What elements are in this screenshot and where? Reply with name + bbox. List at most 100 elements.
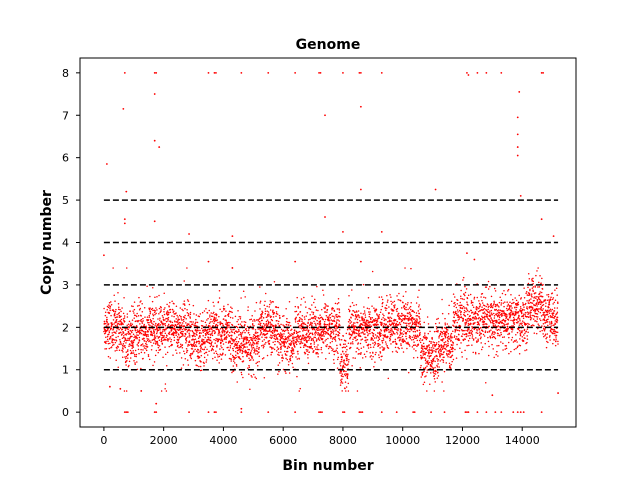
data-point [418, 329, 421, 331]
data-point [548, 321, 551, 323]
data-point [380, 359, 382, 361]
data-point [364, 312, 366, 314]
data-point [334, 350, 336, 353]
data-point [206, 319, 208, 321]
data-point [348, 358, 350, 361]
data-point [406, 330, 409, 332]
data-point [311, 322, 314, 324]
data-point [123, 317, 126, 319]
data-point [167, 340, 169, 342]
data-point [493, 287, 496, 290]
data-point [486, 309, 488, 312]
data-point [106, 338, 109, 341]
data-point [179, 307, 182, 309]
data-point [308, 329, 310, 332]
data-point [413, 328, 416, 330]
data-point [244, 324, 246, 326]
data-point [127, 328, 129, 331]
data-point [133, 336, 135, 339]
data-point [393, 305, 395, 307]
data-point [242, 343, 244, 346]
data-point [132, 344, 134, 346]
data-point [277, 348, 280, 350]
data-point [231, 334, 233, 336]
data-point [205, 334, 207, 336]
data-point [114, 321, 117, 324]
data-point [438, 353, 441, 355]
data-point [156, 328, 159, 330]
data-point [494, 337, 497, 340]
data-point [221, 310, 223, 313]
data-point [499, 296, 501, 299]
data-point [238, 330, 240, 332]
data-point [304, 338, 307, 341]
data-point [334, 340, 337, 342]
data-point [275, 311, 278, 313]
data-point [515, 321, 518, 324]
data-point [404, 267, 406, 269]
data-point [292, 333, 294, 336]
data-point [114, 310, 117, 313]
data-point [547, 293, 550, 296]
data-point [393, 322, 395, 324]
data-point [325, 345, 328, 348]
data-point [437, 317, 439, 320]
data-point [495, 314, 498, 316]
data-point [208, 309, 211, 312]
data-point [231, 311, 233, 314]
data-point [147, 321, 149, 324]
data-point [134, 355, 136, 357]
data-point [267, 315, 269, 317]
data-point [329, 333, 331, 336]
data-point [356, 347, 359, 349]
data-point [521, 324, 524, 327]
data-point [200, 369, 203, 371]
data-point [258, 346, 260, 349]
data-point [239, 331, 242, 334]
data-point [454, 301, 456, 304]
data-point [414, 321, 416, 324]
data-point [480, 332, 483, 335]
data-point [355, 335, 357, 338]
data-point [319, 323, 322, 325]
data-point [457, 314, 459, 316]
data-point [119, 339, 121, 341]
data-point [534, 304, 537, 307]
data-point [324, 306, 327, 308]
data-point [207, 299, 210, 302]
data-point [419, 308, 422, 310]
data-point [152, 338, 155, 341]
data-point [516, 341, 518, 343]
data-point [272, 311, 274, 314]
data-point [518, 294, 520, 297]
data-point [147, 319, 150, 322]
data-point [461, 307, 464, 310]
data-point [124, 329, 127, 332]
data-point [261, 319, 263, 322]
data-point [403, 330, 405, 332]
data-point [372, 335, 375, 338]
data-point [214, 342, 216, 344]
data-point [542, 308, 544, 310]
data-point [112, 308, 114, 311]
data-point [278, 354, 280, 357]
data-point [315, 316, 317, 318]
data-point [482, 323, 484, 325]
data-point [141, 311, 144, 313]
data-point [200, 361, 202, 363]
data-point [437, 347, 440, 350]
data-point [419, 331, 421, 334]
data-point [521, 320, 524, 322]
data-point [546, 336, 548, 339]
data-point [359, 342, 362, 345]
data-point [406, 322, 408, 324]
data-point [176, 352, 178, 354]
data-point [290, 354, 293, 357]
data-point [136, 326, 139, 328]
data-point [168, 331, 171, 334]
data-point [550, 296, 552, 298]
data-point [322, 334, 324, 336]
data-point [450, 355, 453, 357]
data-point [375, 337, 378, 339]
data-point [211, 334, 214, 337]
